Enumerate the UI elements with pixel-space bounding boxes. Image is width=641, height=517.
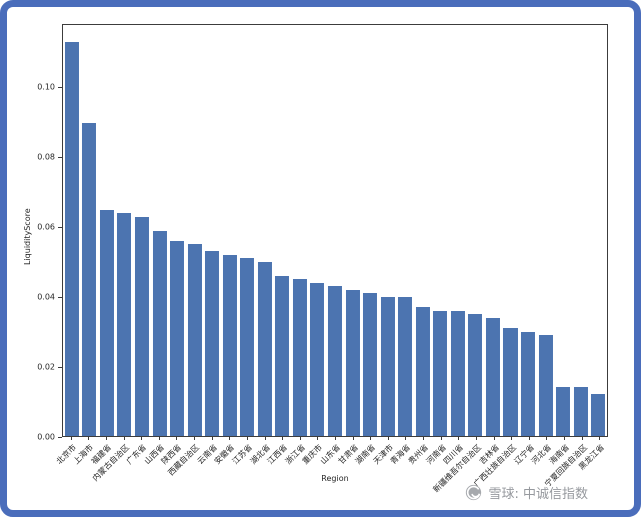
bar	[152, 230, 167, 436]
x-axis-label: Region	[321, 474, 349, 483]
watermark: 雪球: 中诚信指数	[465, 483, 588, 502]
x-axis-ticks: 北京市 上海市 福建省 内蒙古自治区 广东省 山西省 陕西省 西藏自治区 云南省 安徽省 江苏省 湖北…	[55, 437, 608, 499]
y-tick-label: 0.04	[37, 292, 55, 302]
plot-area	[62, 24, 608, 437]
y-tick-label: 0.08	[37, 152, 55, 162]
bar	[257, 261, 272, 436]
bar	[187, 244, 202, 436]
bar	[433, 310, 448, 436]
bar	[205, 251, 220, 436]
bar	[310, 282, 325, 436]
bar	[538, 335, 553, 436]
y-tick-label: 0.02	[37, 362, 55, 372]
bar	[485, 317, 500, 436]
y-tick-label: 0.06	[37, 222, 55, 232]
bars-container	[63, 25, 607, 436]
bar	[99, 209, 114, 436]
bar	[292, 279, 307, 436]
bar	[521, 331, 536, 436]
y-tick-label: 0.10	[37, 82, 55, 92]
bar	[398, 296, 413, 436]
bar	[503, 328, 518, 436]
bar	[556, 387, 571, 436]
snowball-logo-icon	[466, 484, 482, 501]
bar	[591, 394, 606, 436]
bar	[415, 307, 430, 436]
bar	[134, 216, 149, 436]
bar	[380, 296, 395, 436]
y-axis-label: LiquidityScore	[23, 208, 32, 265]
bar	[450, 310, 465, 436]
bar	[82, 122, 97, 436]
bar	[468, 314, 483, 436]
bar	[327, 286, 343, 436]
watermark-text: 雪球: 中诚信指数	[488, 487, 588, 502]
bar	[275, 275, 290, 436]
bar	[170, 240, 185, 436]
y-tick-label: 0.00	[37, 432, 55, 442]
bar	[345, 289, 360, 436]
bar	[117, 213, 132, 436]
bar	[64, 42, 79, 436]
bar	[222, 254, 237, 436]
bar	[573, 387, 588, 436]
bar	[240, 258, 255, 436]
bar	[363, 293, 378, 436]
